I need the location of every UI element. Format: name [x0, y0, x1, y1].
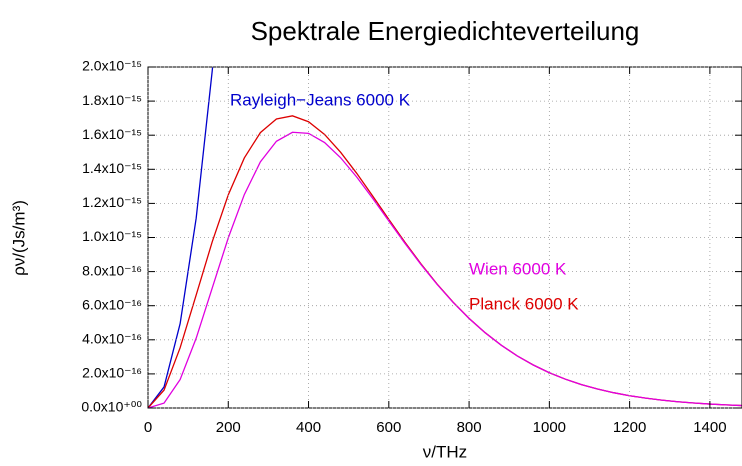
y-tick-label: 8.0x10⁻¹⁶: [82, 262, 142, 278]
x-tick-label: 200: [216, 419, 241, 436]
x-tick-label: 400: [296, 419, 321, 436]
y-tick-label: 1.4x10⁻¹⁵: [82, 160, 142, 176]
x-tick-label: 600: [376, 419, 401, 436]
plot-area: [148, 67, 742, 408]
x-tick-label: 1400: [693, 419, 726, 436]
x-tick-label: 800: [457, 419, 482, 436]
y-tick-label: 6.0x10⁻¹⁶: [82, 296, 142, 312]
y-tick-label: 1.2x10⁻¹⁵: [82, 194, 142, 210]
curve: [148, 131, 742, 408]
y-tick-label: 1.8x10⁻¹⁵: [82, 92, 142, 108]
y-tick-label: 2.0x10⁻¹⁶: [82, 365, 142, 381]
x-tick-label: 1000: [533, 419, 566, 436]
chart-title: Spektrale Energiedichteverteilung: [251, 16, 640, 46]
curve: [148, 115, 742, 408]
y-axis-label: ρν/(Js/m³): [9, 200, 28, 276]
series-label: Planck 6000 K: [469, 294, 579, 313]
series-label: Wien 6000 K: [469, 259, 567, 278]
y-tick-label: 0.0x10⁺⁰⁰: [81, 399, 142, 415]
y-tick-label: 1.6x10⁻¹⁵: [82, 126, 142, 142]
y-tick-label: 4.0x10⁻¹⁶: [82, 331, 142, 347]
y-tick-label: 2.0x10⁻¹⁵: [82, 58, 142, 74]
curve: [148, 67, 214, 408]
x-tick-label: 0: [144, 419, 152, 436]
x-tick-label: 1200: [613, 419, 646, 436]
y-tick-label: 1.0x10⁻¹⁵: [82, 228, 142, 244]
x-axis-label: ν/THz: [423, 442, 467, 461]
series-label: Rayleigh−Jeans 6000 K: [230, 90, 411, 109]
